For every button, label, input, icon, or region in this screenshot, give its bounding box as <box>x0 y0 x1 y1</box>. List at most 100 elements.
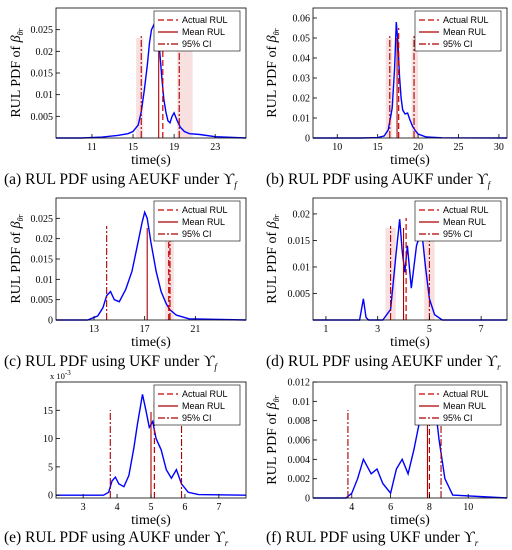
x-tick-label: 19 <box>169 142 179 153</box>
x-tick-label: 3 <box>375 324 380 335</box>
legend-label-2: 95% CI <box>182 39 212 49</box>
legend-label-2: 95% CI <box>182 229 212 239</box>
x-tick-label: 7 <box>479 324 484 335</box>
y-tick-label: 0.005 <box>288 289 311 300</box>
y-tick-label: 0.02 <box>293 209 311 220</box>
y-tick-label: 0.005 <box>31 295 54 306</box>
legend-label-2: 95% CI <box>443 413 473 423</box>
y-tick-label: 15 <box>43 406 53 417</box>
legend-label-1: Mean RUL <box>443 27 486 37</box>
y-axis-label: RUL PDF of βθr <box>265 394 281 484</box>
panel-b: 10 15 20 25 30 0 0.01 0.02 0.03 0.04 0.05 0.06 time(… <box>265 7 508 190</box>
y-tick-label: 0.01 <box>293 397 311 408</box>
y-tick-label: 0.005 <box>31 112 54 123</box>
x-tick-label: 11 <box>87 142 97 153</box>
x-tick-label: 10 <box>332 142 342 153</box>
y-tick-label: 0.008 <box>288 416 311 427</box>
y-tick-label: 5 <box>48 462 53 473</box>
x-axis-label: time(s) <box>390 513 430 528</box>
x-tick-label: 21 <box>190 324 200 335</box>
panel-c: 13 17 21 0 0.005 0.01 0.015 0.02 0.025 time(s) RUL… <box>4 197 247 372</box>
x-tick-label: 6 <box>388 502 393 513</box>
legend-label-0: Actual RUL <box>443 15 489 25</box>
legend-label-0: Actual RUL <box>182 205 228 215</box>
y-tick-label: 0.01 <box>293 262 311 273</box>
x-tick-label: 7 <box>216 502 221 513</box>
x-tick-label: 1 <box>323 324 328 335</box>
panel-f: 4 6 8 10 0 0.002 0.004 0.006 0.008 0.01 0.012 time(… <box>265 378 508 548</box>
x-tick-label: 5 <box>149 502 154 513</box>
panel-caption: (c) RUL PDF using UKF under ϒf <box>4 353 218 372</box>
y-axis-label: RUL PDF of βθr <box>9 213 25 303</box>
legend-label-1: Mean RUL <box>182 27 225 37</box>
panel-a: 11 15 19 23 0.005 0.01 0.015 0.02 0.025 time(s) RU… <box>4 7 247 190</box>
y-tick-label: 0.01 <box>36 90 54 101</box>
pdf-curve <box>56 209 247 321</box>
x-tick-label: 6 <box>182 502 187 513</box>
y-tick-label: 0.02 <box>36 47 54 58</box>
x-axis-label: time(s) <box>390 153 430 168</box>
legend-label-1: Mean RUL <box>443 401 486 411</box>
y-axis-label: RUL PDF of βθr <box>265 27 281 117</box>
y-tick-label: 0.01 <box>36 275 54 286</box>
y-axis-label: RUL PDF of βθr <box>9 27 25 117</box>
axes-frame <box>312 7 508 139</box>
ci-band-0 <box>164 228 174 320</box>
x-tick-label: 15 <box>373 142 383 153</box>
legend-label-2: 95% CI <box>443 39 473 49</box>
y-tick-label: 0.02 <box>293 94 311 105</box>
axes-frame <box>312 197 508 321</box>
legend-label-1: Mean RUL <box>443 217 486 227</box>
y-tick-label: 10 <box>43 434 53 445</box>
legend-label-1: Mean RUL <box>182 217 225 227</box>
x-tick-label: 10 <box>463 502 473 513</box>
y-tick-label: 0.02 <box>36 234 54 245</box>
y-tick-label: 0.015 <box>31 255 54 266</box>
y-tick-label: 0.002 <box>288 474 311 485</box>
y-tick-label: 0.025 <box>31 214 54 225</box>
legend-label-0: Actual RUL <box>443 205 489 215</box>
y-tick-label: 0.01 <box>293 114 311 125</box>
y-axis-label: RUL PDF of βθr <box>265 213 281 303</box>
x-tick-label: 20 <box>413 142 423 153</box>
x-tick-label: 3 <box>81 502 86 513</box>
y-tick-label: 0.06 <box>293 14 311 25</box>
ci-band-0 <box>136 38 144 138</box>
panel-caption: (e) RUL PDF using AUKF under ϒr <box>4 529 229 548</box>
x-tick-label: 15 <box>128 142 138 153</box>
y-tick-label: 0 <box>48 316 53 327</box>
x-axis-label: time(s) <box>131 153 171 168</box>
y-tick-label: 0.006 <box>288 436 311 447</box>
y-tick-label: 0.015 <box>31 69 54 80</box>
panel-caption: (b) RUL PDF using AUKF under ϒf <box>266 171 492 190</box>
x-axis-label: time(s) <box>390 335 430 350</box>
y-scale-multiplier: x 10-3 <box>50 369 71 381</box>
x-tick-label: 23 <box>210 142 220 153</box>
pdf-curve <box>313 21 508 139</box>
x-tick-label: 25 <box>454 142 464 153</box>
y-tick-label: 0.012 <box>288 378 311 389</box>
y-tick-label: 0.04 <box>293 54 311 65</box>
panel-d: 1 3 5 7 0.005 0.01 0.015 0.02 time(s) RUL PDF of … <box>265 197 508 372</box>
x-axis-label: time(s) <box>131 513 171 528</box>
y-tick-label: 0.05 <box>293 34 311 45</box>
x-tick-label: 4 <box>115 502 120 513</box>
panel-caption: (a) RUL PDF using AEUKF under ϒf <box>4 171 238 190</box>
legend-label-0: Actual RUL <box>182 15 228 25</box>
x-tick-label: 4 <box>349 502 354 513</box>
y-tick-label: 0.03 <box>293 74 311 85</box>
panel-caption: (f) RUL PDF using UKF under ϒr <box>266 529 479 548</box>
y-tick-label: 0 <box>305 494 310 505</box>
x-tick-label: 30 <box>494 142 504 153</box>
legend-label-0: Actual RUL <box>443 389 489 399</box>
x-tick-label: 13 <box>89 324 99 335</box>
y-tick-label: 0.025 <box>31 25 54 36</box>
x-tick-label: 17 <box>140 324 150 335</box>
legend-label-0: Actual RUL <box>182 389 228 399</box>
legend-label-2: 95% CI <box>443 229 473 239</box>
ci-band-1 <box>177 38 193 138</box>
panel-e: 3 4 5 6 7 0 5 10 15 x 10-3 time(s) Actual RUL Mean R… <box>4 369 247 548</box>
ci-band-1 <box>411 38 419 138</box>
y-tick-label: 0 <box>48 491 53 502</box>
